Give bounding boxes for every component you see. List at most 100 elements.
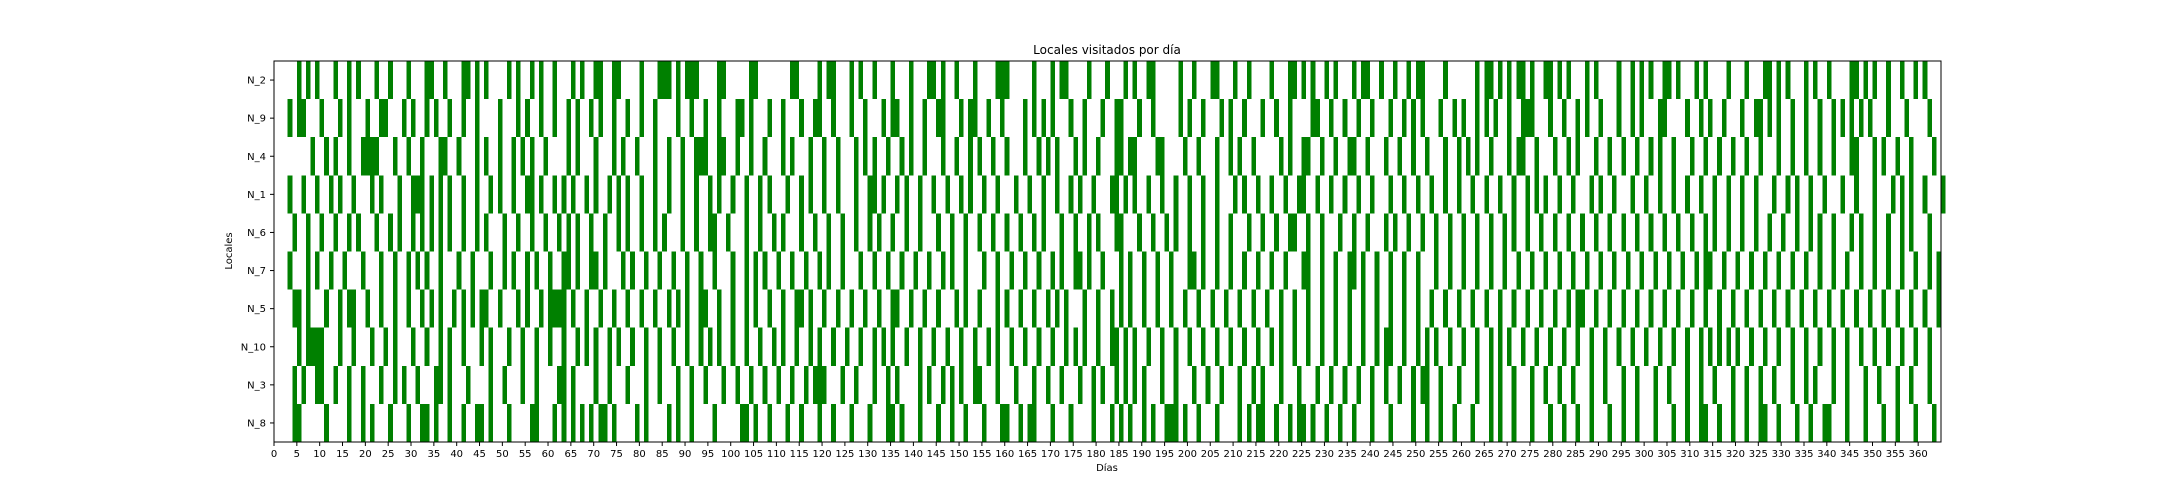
heatmap-cell: [717, 175, 722, 214]
heatmap-cell: [611, 137, 617, 176]
heatmap-cell: [575, 99, 580, 138]
heatmap-cell: [287, 99, 293, 138]
heatmap-cell: [1657, 99, 1663, 138]
heatmap-cell: [936, 403, 941, 442]
heatmap-cell: [310, 137, 316, 176]
heatmap-cell: [301, 99, 306, 138]
heatmap-cell: [995, 365, 1001, 404]
heatmap-cell: [1443, 289, 1448, 328]
heatmap-cell: [484, 137, 489, 176]
heatmap-cell: [922, 137, 928, 176]
heatmap-cell: [854, 175, 859, 214]
heatmap-cell: [1036, 137, 1042, 176]
heatmap-cell: [1187, 175, 1192, 214]
heatmap-cell: [347, 365, 352, 404]
heatmap-cell: [561, 403, 567, 442]
heatmap-cell: [1548, 99, 1553, 138]
heatmap-cell: [1228, 251, 1234, 290]
heatmap-cell: [1644, 175, 1649, 214]
heatmap-cell: [452, 289, 457, 328]
heatmap-cell: [369, 327, 375, 366]
heatmap-cell: [1607, 213, 1613, 252]
heatmap-cell: [1817, 327, 1823, 366]
heatmap-cell: [1803, 61, 1809, 100]
heatmap-cell: [534, 365, 539, 404]
heatmap-cell: [520, 137, 526, 176]
heatmap-cell: [1114, 213, 1119, 252]
heatmap-cell: [1059, 61, 1065, 100]
heatmap-cell: [479, 403, 485, 442]
x-tick-label: 275: [1520, 449, 1539, 460]
y-tick-label: N_6: [247, 228, 266, 239]
heatmap-cell: [516, 99, 521, 138]
heatmap-cell: [1831, 365, 1836, 404]
heatmap-cell: [744, 213, 749, 252]
heatmap-cell: [780, 213, 786, 252]
heatmap-cell: [1086, 213, 1092, 252]
heatmap-cell: [1329, 175, 1334, 214]
heatmap-cell: [1118, 137, 1124, 176]
x-tick-label: 245: [1383, 449, 1402, 460]
heatmap-cell: [593, 251, 599, 290]
heatmap-cell: [1593, 137, 1599, 176]
heatmap-cell: [643, 251, 649, 290]
heatmap-cell: [411, 213, 416, 252]
heatmap-cell: [415, 251, 421, 290]
heatmap-cell: [369, 175, 375, 214]
y-tick-label: N_9: [247, 114, 266, 125]
heatmap-cell: [392, 251, 398, 290]
x-tick-label: 235: [1338, 449, 1357, 460]
heatmap-cell: [1886, 251, 1891, 290]
heatmap-cell: [1475, 327, 1480, 366]
x-tick-label: 60: [542, 449, 555, 460]
heatmap-cell: [1086, 251, 1092, 290]
heatmap-cell: [1484, 99, 1489, 138]
heatmap-cell: [474, 61, 480, 100]
heatmap-cell: [1580, 289, 1585, 328]
heatmap-cell: [1621, 137, 1626, 176]
heatmap-cell: [904, 175, 909, 214]
heatmap-cell: [1708, 99, 1713, 138]
heatmap-cell: [589, 251, 594, 290]
heatmap-cell: [662, 213, 667, 252]
heatmap-cell: [662, 61, 667, 100]
heatmap-cell: [1689, 289, 1695, 328]
heatmap-cell: [447, 99, 453, 138]
heatmap-cell: [890, 289, 896, 328]
heatmap-cell: [552, 99, 558, 138]
heatmap-cell: [1525, 289, 1530, 328]
y-tick-label: N_7: [247, 266, 266, 277]
heatmap-cell: [968, 99, 973, 138]
heatmap-cell: [1443, 175, 1448, 214]
heatmap-cell: [867, 403, 873, 442]
heatmap-cell: [1698, 365, 1704, 404]
heatmap-cell: [963, 213, 969, 252]
heatmap-cell: [1589, 327, 1594, 366]
heatmap-cell: [548, 327, 553, 366]
heatmap-cell: [1347, 251, 1352, 290]
heatmap-cell: [1109, 403, 1115, 442]
heatmap-cell: [799, 99, 804, 138]
heatmap-cell: [305, 251, 311, 290]
heatmap-cell: [1858, 213, 1864, 252]
x-tick-label: 290: [1589, 449, 1608, 460]
heatmap-cell: [1096, 327, 1101, 366]
heatmap-cell: [657, 365, 663, 404]
heatmap-cell: [474, 213, 480, 252]
y-axis: N_2 N_9 N_4 N_1 N_6 N_7 N_5 N_10 N_3 N_8: [241, 76, 274, 429]
heatmap-cell: [1123, 61, 1129, 100]
heatmap-cell: [1730, 137, 1736, 176]
heatmap-cell: [1406, 61, 1412, 100]
heatmap-cell: [1543, 251, 1549, 290]
heatmap-cell: [315, 175, 320, 214]
heatmap-cell: [611, 61, 617, 100]
heatmap-cell: [1858, 327, 1864, 366]
heatmap-cell: [1306, 289, 1311, 328]
heatmap-cell: [1635, 403, 1640, 442]
heatmap-cell: [1000, 403, 1005, 442]
heatmap-cell: [1082, 289, 1087, 328]
x-tick-label: 115: [790, 449, 809, 460]
heatmap-cell: [1598, 99, 1604, 138]
heatmap-cell: [963, 403, 969, 442]
heatmap-cell: [1520, 327, 1526, 366]
